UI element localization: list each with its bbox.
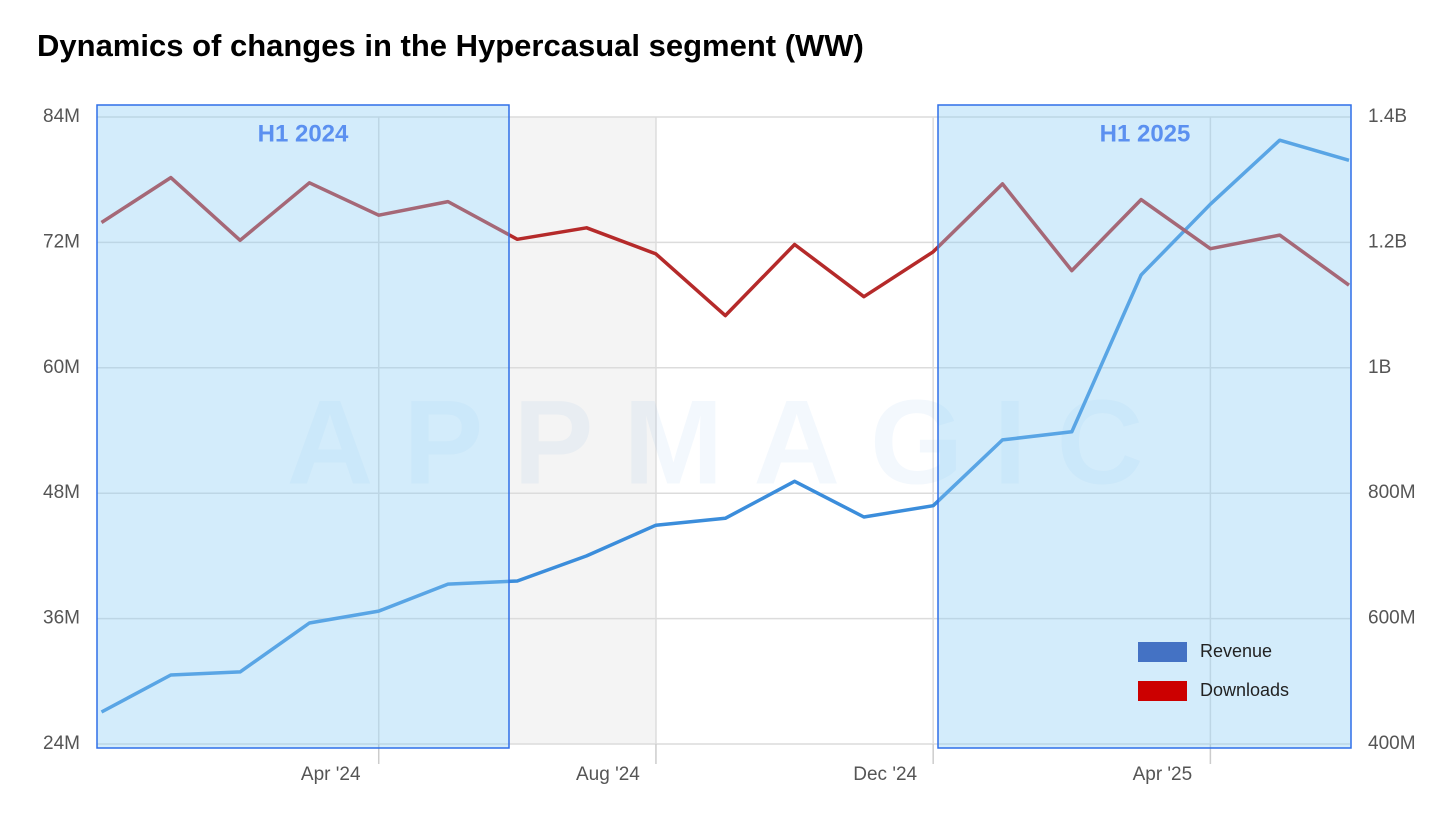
y2-tick-label: 1B (1368, 357, 1391, 378)
series-line (100, 138, 1350, 714)
highlight-box (937, 104, 1352, 749)
y-tick-label: 84M (43, 106, 80, 127)
annotation: H1 2024 (258, 120, 349, 147)
y-tick-label: 24M (43, 733, 80, 754)
x-tick-label: Aug '24 (576, 764, 640, 785)
legend-label: Downloads (1200, 680, 1289, 700)
y2-tick-label: 1.2B (1368, 231, 1407, 252)
y-tick-label: 36M (43, 608, 80, 629)
x-tick-label: Dec '24 (853, 764, 917, 785)
chart-title: Dynamics of changes in the Hypercasual s… (37, 28, 864, 63)
legend-swatch (1138, 642, 1187, 662)
y-tick-label: 60M (43, 357, 80, 378)
x-tick-label: Apr '25 (1133, 764, 1193, 785)
legend-label: Revenue (1200, 641, 1272, 661)
series-line (100, 175, 1351, 318)
y-tick-label: 72M (43, 231, 80, 252)
y2-tick-label: 800M (1368, 482, 1416, 503)
x-tick-label: Apr '24 (301, 764, 361, 785)
shaded-band (509, 117, 655, 744)
annotation: H1 2025 (1100, 120, 1191, 147)
y2-tick-label: 400M (1368, 733, 1416, 754)
highlight-box (96, 104, 510, 749)
y2-tick-label: 600M (1368, 608, 1416, 629)
y2-tick-label: 1.4B (1368, 106, 1407, 127)
y-tick-label: 48M (43, 482, 80, 503)
legend-swatch (1138, 681, 1187, 701)
